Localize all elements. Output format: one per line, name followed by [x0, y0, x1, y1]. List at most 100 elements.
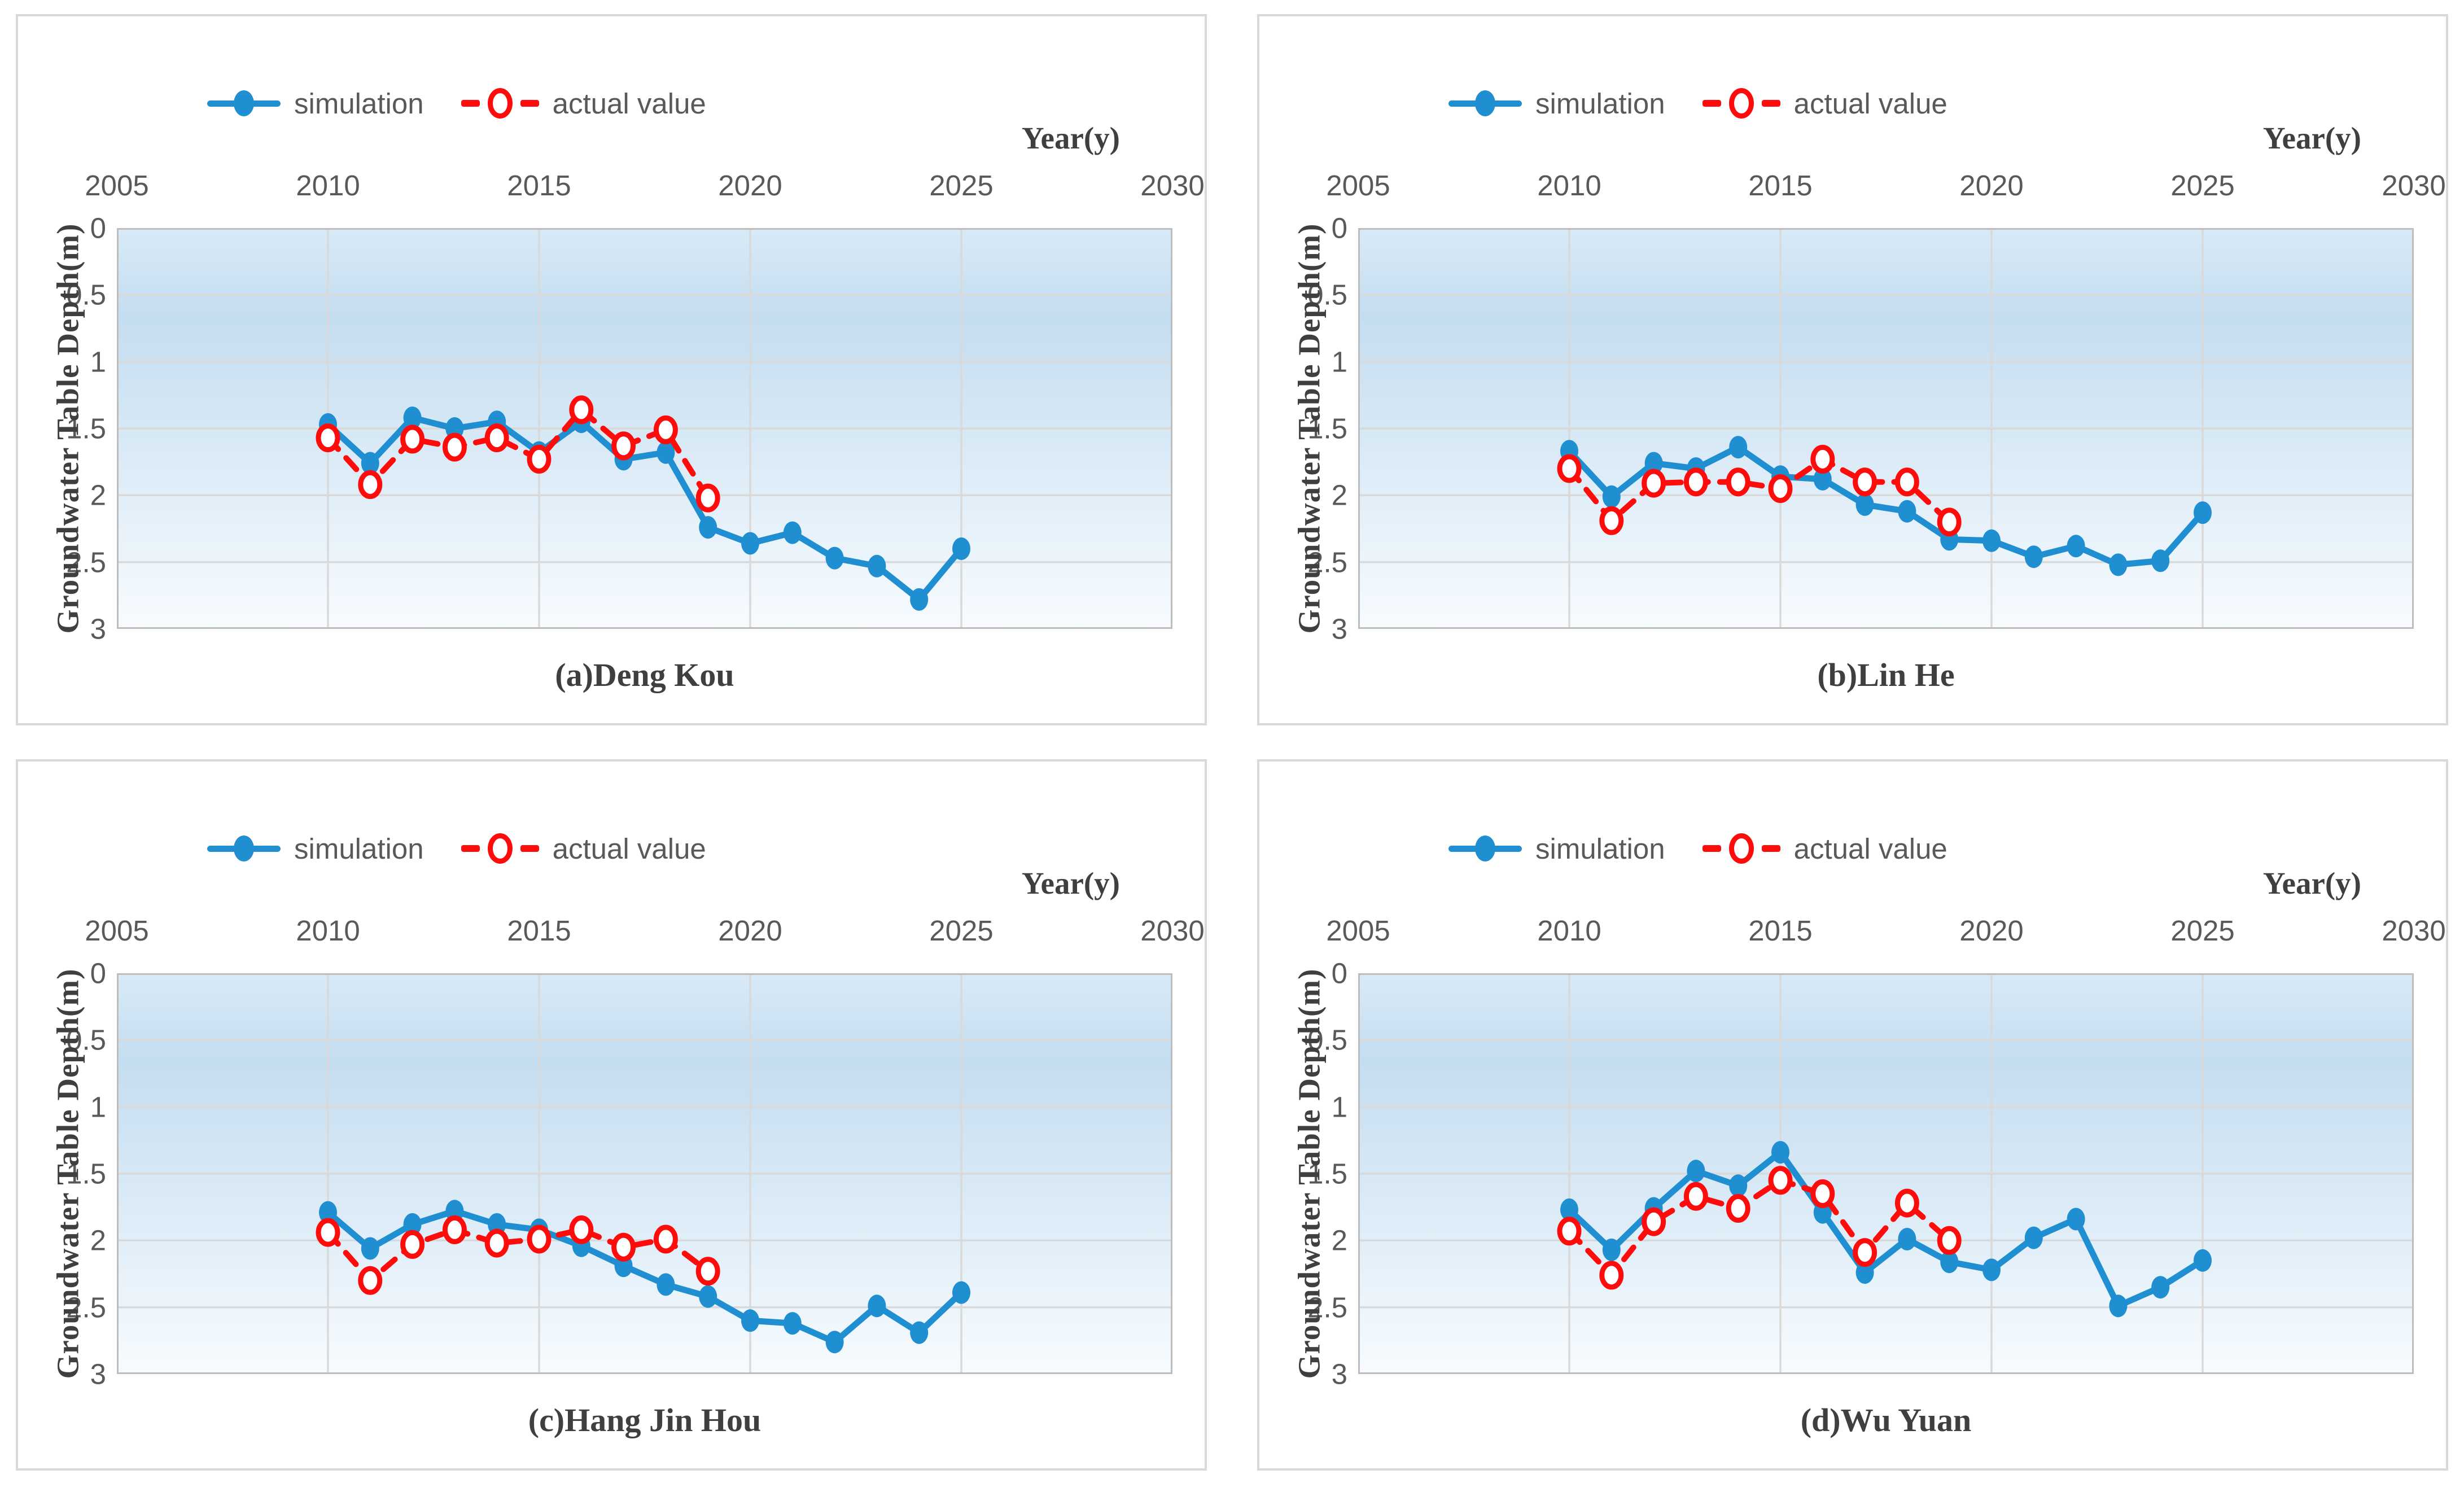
y-tick-label: 2 — [90, 1224, 106, 1257]
y-tick-label: 3 — [1331, 613, 1347, 645]
simulation-line-marker-icon — [207, 836, 281, 861]
simulation-dot-icon — [1475, 90, 1495, 116]
x-tick-label: 2005 — [1326, 169, 1390, 202]
y-tick-label: 0.5 — [66, 1023, 106, 1056]
y-tick-label: 2.5 — [1307, 546, 1347, 579]
line-chart — [1358, 973, 2414, 1374]
legend: simulation actual value — [1448, 77, 1947, 129]
legend-item-actual: actual value — [461, 833, 706, 864]
x-axis-title: Year(y) — [1021, 121, 1120, 155]
x-tick-label: 2025 — [2170, 915, 2235, 947]
legend-item-actual: actual value — [1702, 87, 1947, 120]
y-tick-label: 1.5 — [66, 412, 106, 445]
y-tick-label: 2.5 — [1307, 1291, 1347, 1324]
x-tick-label: 2005 — [85, 915, 149, 947]
legend-item-actual: actual value — [461, 88, 706, 119]
chart-panel-deng-kou: simulation actual value Year(y) 2005 2010… — [16, 14, 1207, 725]
x-tick-label: 2015 — [1748, 169, 1813, 202]
legend-label-actual: actual value — [552, 87, 706, 120]
actual-dash-circle-marker-icon — [1702, 88, 1780, 119]
y-tick-label: 1.5 — [1307, 412, 1347, 445]
panel-caption: (b)Lin He — [1817, 657, 1955, 693]
panel-caption: (c)Hang Jin Hou — [528, 1402, 761, 1438]
plot-area — [1358, 228, 2414, 629]
panel-caption: (a)Deng Kou — [555, 657, 734, 693]
legend-label-simulation: simulation — [294, 832, 424, 865]
y-tick-label: 1 — [90, 345, 106, 378]
legend: simulation actual value — [207, 823, 706, 874]
legend-label-actual: actual value — [1793, 87, 1947, 120]
simulation-dot-icon — [234, 90, 254, 116]
legend-item-simulation: simulation — [1448, 834, 1665, 863]
y-tick-label: 1.5 — [66, 1157, 106, 1190]
legend-item-simulation: simulation — [207, 89, 424, 118]
y-tick-label: 0 — [1331, 212, 1347, 244]
simulation-line-marker-icon — [207, 90, 281, 116]
y-tick-label: 2 — [90, 479, 106, 511]
y-tick-label: 0.5 — [1307, 1023, 1347, 1056]
x-axis-title: Year(y) — [2262, 866, 2361, 900]
y-tick-label: 1 — [1331, 1091, 1347, 1123]
y-axis-title: Groundwater Table Depth(m) — [1292, 968, 1327, 1379]
simulation-line-marker-icon — [1448, 836, 1522, 861]
x-tick-label: 2020 — [1959, 915, 2024, 947]
y-tick-label: 0 — [90, 212, 106, 244]
actual-dash-circle-marker-icon — [1702, 833, 1780, 864]
legend-item-simulation: simulation — [207, 834, 424, 863]
y-axis-ticks: 0 0.5 1 1.5 2 2.5 3 — [28, 214, 106, 644]
x-tick-label: 2025 — [929, 915, 994, 947]
x-tick-label: 2005 — [85, 169, 149, 202]
x-tick-label: 2015 — [507, 915, 571, 947]
legend: simulation actual value — [1448, 823, 1947, 874]
legend-label-simulation: simulation — [294, 87, 424, 120]
chart-panel-lin-he: simulation actual value Year(y) 2005 2010… — [1257, 14, 2448, 725]
x-tick-label: 2030 — [1140, 915, 1205, 947]
y-axis-title: Groundwater Table Depth(m) — [50, 223, 85, 634]
line-chart — [117, 973, 1172, 1374]
y-tick-label: 3 — [90, 613, 106, 645]
y-tick-label: 1 — [90, 1091, 106, 1123]
y-tick-label: 0 — [1331, 957, 1347, 990]
x-axis-title: Year(y) — [2262, 121, 2361, 155]
simulation-line-marker-icon — [1448, 90, 1522, 116]
x-tick-label: 2015 — [507, 169, 571, 202]
legend: simulation actual value — [207, 77, 706, 129]
x-tick-label: 2030 — [2382, 169, 2446, 202]
x-axis-ticks: 2005 2010 2015 2020 2025 2030 — [85, 913, 1204, 949]
x-tick-label: 2010 — [1537, 169, 1601, 202]
y-tick-label: 1 — [1331, 345, 1347, 378]
y-axis-ticks: 0 0.5 1 1.5 2 2.5 3 — [28, 959, 106, 1389]
legend-item-actual: actual value — [1702, 832, 1947, 865]
plot-area — [1358, 973, 2414, 1374]
panel-caption: (d)Wu Yuan — [1800, 1402, 1972, 1438]
x-tick-label: 2025 — [929, 169, 994, 202]
y-axis-title: Groundwater Table Depth(m) — [1292, 223, 1327, 634]
chart-panel-wu-yuan: simulation actual value Year(y) 2005 2010… — [1257, 759, 2448, 1471]
x-tick-label: 2010 — [296, 169, 360, 202]
line-chart — [1358, 228, 2414, 629]
x-tick-label: 2010 — [296, 915, 360, 947]
simulation-dot-icon — [1475, 836, 1495, 861]
line-chart — [117, 228, 1172, 629]
x-tick-label: 2005 — [1326, 915, 1390, 947]
x-tick-label: 2020 — [1959, 169, 2024, 202]
y-tick-label: 3 — [90, 1358, 106, 1390]
x-tick-label: 2030 — [1140, 169, 1205, 202]
x-tick-label: 2030 — [2382, 915, 2446, 947]
x-axis-ticks: 2005 2010 2015 2020 2025 2030 — [1326, 168, 2445, 204]
legend-label-simulation: simulation — [1535, 87, 1665, 120]
x-axis-title: Year(y) — [1021, 866, 1120, 900]
plot-area — [117, 228, 1172, 629]
x-axis-ticks: 2005 2010 2015 2020 2025 2030 — [1326, 913, 2445, 949]
legend-label-actual: actual value — [1793, 832, 1947, 865]
y-tick-label: 0.5 — [66, 278, 106, 311]
y-tick-label: 2.5 — [66, 1291, 106, 1324]
x-tick-label: 2025 — [2170, 169, 2235, 202]
x-tick-label: 2015 — [1748, 915, 1813, 947]
y-tick-label: 2.5 — [66, 546, 106, 579]
x-axis-ticks: 2005 2010 2015 2020 2025 2030 — [85, 168, 1204, 204]
y-tick-label: 1.5 — [1307, 1157, 1347, 1190]
x-tick-label: 2010 — [1537, 915, 1601, 947]
y-tick-label: 3 — [1331, 1358, 1347, 1390]
